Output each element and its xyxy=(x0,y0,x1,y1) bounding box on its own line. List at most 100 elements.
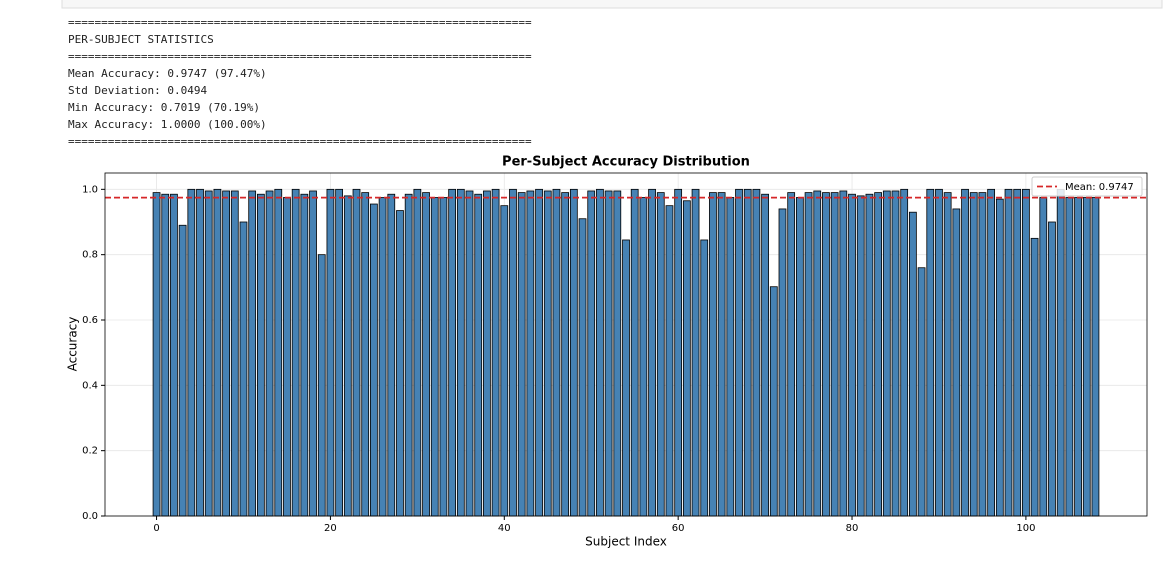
bar xyxy=(752,188,761,517)
bar xyxy=(170,193,178,517)
bar xyxy=(700,239,709,517)
console-line: Std Deviation: 0.0494 xyxy=(68,84,207,97)
bar xyxy=(265,190,274,517)
bar xyxy=(456,188,465,517)
bar xyxy=(569,188,578,517)
bar xyxy=(987,188,996,517)
bar xyxy=(952,208,961,517)
bar xyxy=(856,195,865,517)
bar xyxy=(769,286,778,517)
bar xyxy=(439,197,448,517)
bar xyxy=(709,192,717,517)
bar xyxy=(474,193,483,517)
bar xyxy=(196,188,204,517)
bar xyxy=(969,192,978,517)
bar xyxy=(717,192,726,517)
bar xyxy=(830,192,839,517)
bar xyxy=(909,211,917,517)
bar xyxy=(283,197,291,517)
bar xyxy=(543,190,552,517)
y-tick-label: 0.6 xyxy=(82,315,98,326)
x-tick-label: 100 xyxy=(1016,523,1035,534)
console-line: ========================================… xyxy=(68,50,532,63)
bar xyxy=(378,197,387,517)
bar xyxy=(743,188,752,517)
bar xyxy=(596,188,604,517)
bar xyxy=(1074,197,1082,517)
bar xyxy=(317,254,326,517)
legend-label: Mean: 0.9747 xyxy=(1065,182,1134,193)
console-line: Min Accuracy: 0.7019 (70.19%) xyxy=(68,101,260,114)
bar xyxy=(639,197,648,517)
bar xyxy=(1030,237,1039,517)
bar xyxy=(561,192,570,517)
console-line: Mean Accuracy: 0.9747 (97.47%) xyxy=(68,67,267,80)
bar xyxy=(500,205,509,517)
bar xyxy=(891,190,900,517)
bar xyxy=(813,190,822,517)
bar xyxy=(822,192,830,517)
bar xyxy=(1004,188,1013,517)
bar xyxy=(404,193,413,517)
bar xyxy=(943,192,952,517)
bar xyxy=(509,188,517,517)
bar xyxy=(604,190,613,517)
bar xyxy=(526,190,535,517)
bar xyxy=(1022,188,1030,517)
bar xyxy=(900,188,909,517)
bar xyxy=(274,188,283,517)
bar xyxy=(430,197,439,517)
bar xyxy=(222,190,230,517)
bar xyxy=(665,205,674,517)
bar xyxy=(648,188,656,517)
bar xyxy=(335,188,343,517)
bar xyxy=(300,193,309,517)
bar xyxy=(995,198,1004,517)
x-axis-label: Subject Index xyxy=(585,535,667,549)
bar xyxy=(230,190,239,517)
previous-cell xyxy=(61,0,1163,9)
bar xyxy=(326,188,335,517)
bar xyxy=(682,200,691,517)
bar xyxy=(578,218,587,517)
bar xyxy=(187,188,196,517)
x-tick-label: 40 xyxy=(498,523,511,534)
bar xyxy=(622,239,630,517)
bar xyxy=(552,188,561,517)
bar xyxy=(795,197,804,517)
bar xyxy=(178,224,187,517)
bar xyxy=(656,192,665,517)
bar xyxy=(839,190,848,517)
axes-frame xyxy=(104,172,1148,517)
bar xyxy=(587,190,596,517)
bar xyxy=(396,210,404,517)
chart-title: Per-Subject Accuracy Distribution xyxy=(502,155,750,170)
bar xyxy=(1039,197,1048,517)
y-tick-label: 1.0 xyxy=(82,184,98,195)
bar xyxy=(387,193,396,517)
bar xyxy=(804,192,813,517)
y-axis-label: Accuracy xyxy=(66,317,80,372)
bar xyxy=(161,193,170,517)
bar xyxy=(787,192,796,517)
bar xyxy=(370,203,378,517)
bar xyxy=(413,188,422,517)
y-tick-label: 0.8 xyxy=(82,250,98,261)
bar xyxy=(1056,188,1065,517)
bar xyxy=(674,188,683,517)
bar xyxy=(483,190,491,517)
x-tick-label: 60 xyxy=(672,523,685,534)
y-tick-label: 0.4 xyxy=(82,380,98,391)
bar xyxy=(935,188,943,517)
bar xyxy=(204,190,213,517)
bar xyxy=(613,190,622,517)
bar xyxy=(882,190,891,517)
bar xyxy=(256,193,265,517)
bar xyxy=(917,267,926,517)
console-line: ========================================… xyxy=(68,135,532,148)
bar xyxy=(691,188,700,517)
bar xyxy=(1082,197,1091,517)
bar xyxy=(630,188,639,517)
console-line: PER-SUBJECT STATISTICS xyxy=(68,33,214,46)
